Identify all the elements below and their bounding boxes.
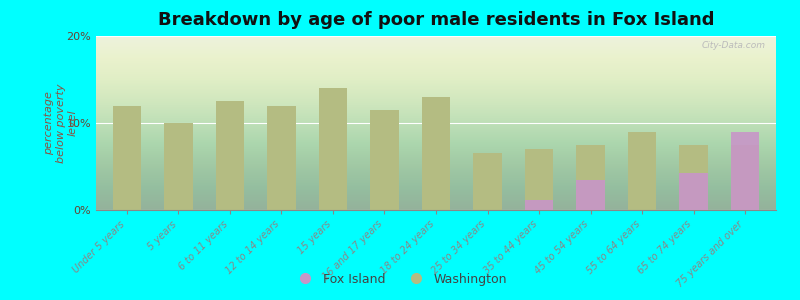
Bar [628, 132, 656, 210]
Bar [731, 145, 759, 210]
Bar [370, 110, 398, 210]
Bar [576, 145, 605, 210]
Text: City-Data.com: City-Data.com [702, 41, 766, 50]
Bar [679, 145, 708, 210]
Bar [216, 101, 244, 210]
Bar [113, 106, 141, 210]
Bar [525, 149, 553, 210]
Title: Breakdown by age of poor male residents in Fox Island: Breakdown by age of poor male residents … [158, 11, 714, 29]
Bar [525, 200, 553, 210]
Bar [319, 88, 347, 210]
Bar [576, 179, 605, 210]
Bar [164, 123, 193, 210]
Bar [267, 106, 296, 210]
Legend: Fox Island, Washington: Fox Island, Washington [288, 268, 512, 291]
Y-axis label: percentage
below poverty
level: percentage below poverty level [44, 83, 78, 163]
Bar [679, 173, 708, 210]
Bar [422, 97, 450, 210]
Bar [474, 154, 502, 210]
Bar [731, 132, 759, 210]
